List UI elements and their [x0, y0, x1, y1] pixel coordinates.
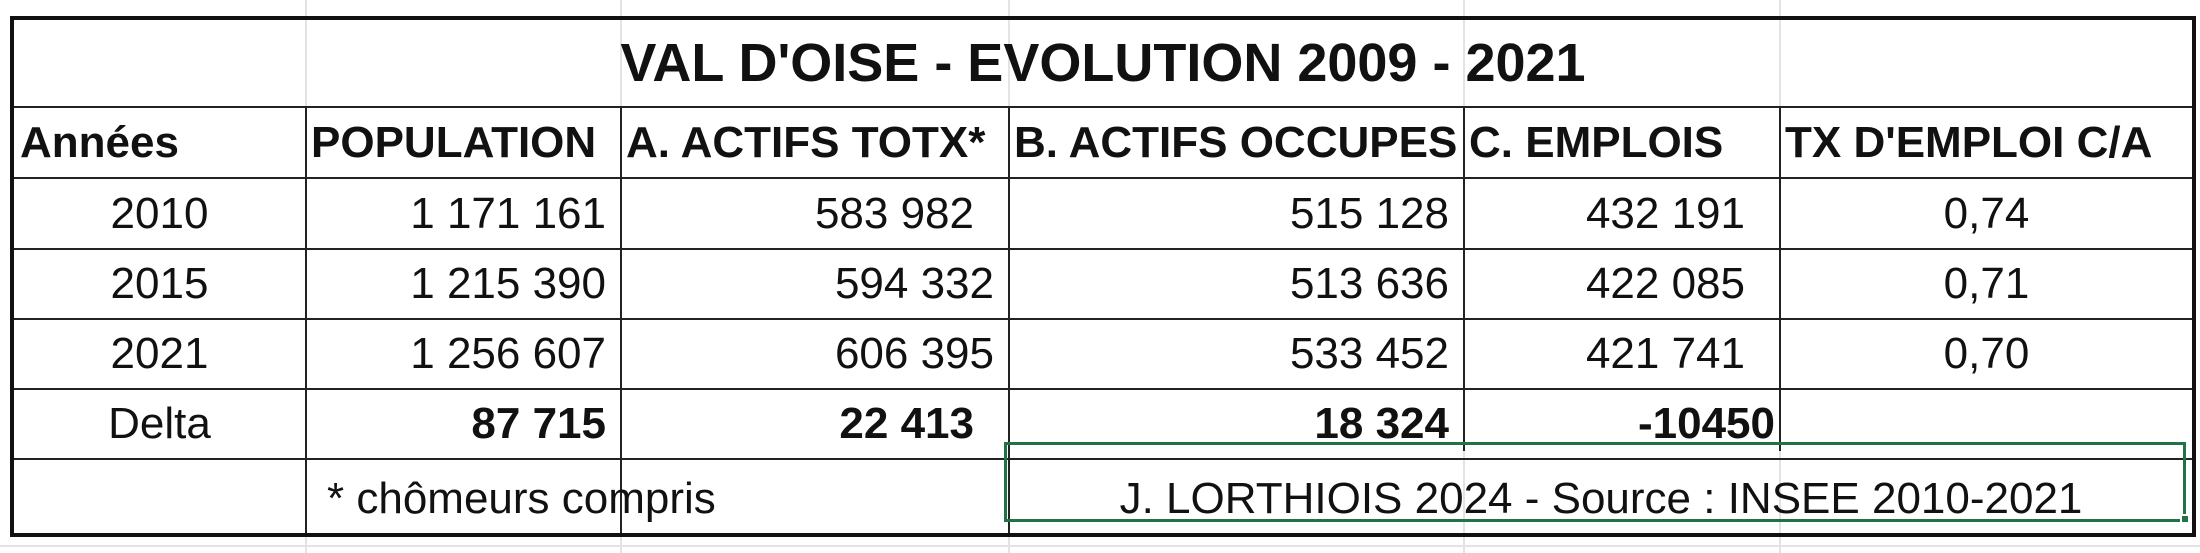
- source-note[interactable]: J. LORTHIOIS 2024 - Source : INSEE 2010-…: [1119, 473, 2083, 523]
- fill-handle[interactable]: [2180, 514, 2190, 524]
- table-title[interactable]: VAL D'OISE - EVOLUTION 2009 - 2021: [620, 33, 1586, 93]
- row-divider: [14, 318, 2192, 320]
- table-cell-population[interactable]: 1 256 607: [410, 329, 606, 378]
- delta-actifs-totx[interactable]: 22 413: [839, 399, 974, 448]
- footnote[interactable]: * chômeurs compris: [327, 473, 716, 523]
- table-cell-actifs-totx[interactable]: 594 332: [834, 259, 994, 308]
- delta-tx-emploi[interactable]: [1781, 390, 2192, 458]
- column-divider: [1463, 106, 1465, 451]
- delta-label[interactable]: Delta: [108, 399, 211, 448]
- header-annees[interactable]: Années: [20, 117, 179, 167]
- table-cell-year[interactable]: 2010: [110, 188, 209, 238]
- table-cell-tx-emploi[interactable]: 0,70: [1943, 329, 2030, 378]
- row-divider: [14, 106, 2192, 108]
- table-cell-actifs-occupes[interactable]: 513 636: [1289, 259, 1449, 308]
- delta-actifs-occupes[interactable]: 18 324: [1314, 399, 1449, 448]
- table-cell-actifs-totx[interactable]: 583 982: [814, 188, 974, 238]
- table-cell-emplois[interactable]: 421 741: [1585, 329, 1745, 378]
- table-cell-tx-emploi[interactable]: 0,74: [1943, 188, 2030, 238]
- table-cell-actifs-totx[interactable]: 606 395: [834, 329, 994, 378]
- table-cell-actifs-occupes[interactable]: 533 452: [1289, 329, 1449, 378]
- header-emplois[interactable]: C. EMPLOIS: [1469, 117, 1724, 167]
- row-divider: [14, 388, 2192, 390]
- table-cell-population[interactable]: 1 171 161: [410, 188, 606, 238]
- column-divider: [1779, 106, 1781, 451]
- header-actifs-occupes[interactable]: B. ACTIFS OCCUPES: [1014, 117, 1458, 167]
- delta-population[interactable]: 87 715: [471, 399, 606, 448]
- table-cell-population[interactable]: 1 215 390: [410, 259, 606, 308]
- header-tx-emploi[interactable]: TX D'EMPLOI C/A: [1785, 117, 2153, 167]
- row-divider: [14, 458, 2192, 460]
- table-cell-emplois[interactable]: 422 085: [1585, 259, 1745, 308]
- header-actifs-totx[interactable]: A. ACTIFS TOTX*: [626, 117, 986, 167]
- table-cell-year[interactable]: 2021: [110, 329, 209, 378]
- table-cell-emplois[interactable]: 432 191: [1585, 188, 1745, 238]
- data-table: VAL D'OISE - EVOLUTION 2009 - 2021 Année…: [10, 16, 2196, 537]
- table-cell-actifs-occupes[interactable]: 515 128: [1289, 188, 1449, 238]
- row-divider: [14, 177, 2192, 179]
- delta-emplois[interactable]: -10450: [1637, 399, 1775, 448]
- table-cell-tx-emploi[interactable]: 0,71: [1943, 259, 2030, 308]
- gridline: [0, 545, 2200, 547]
- row-divider: [14, 248, 2192, 250]
- header-population[interactable]: POPULATION: [311, 117, 597, 167]
- table-cell-year[interactable]: 2015: [110, 259, 209, 308]
